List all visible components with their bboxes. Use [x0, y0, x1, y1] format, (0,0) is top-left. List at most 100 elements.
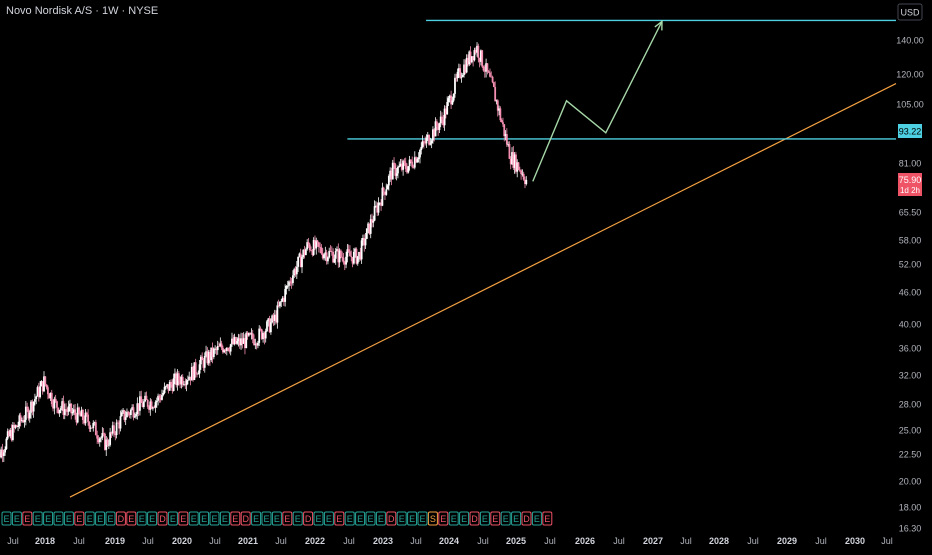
candle-body: [325, 252, 328, 262]
x-axis-tick-label: 2019: [105, 536, 125, 546]
candle-body: [0, 449, 3, 458]
candle-body: [350, 256, 353, 258]
candle-body: [319, 246, 322, 248]
event-marker-box: [188, 511, 199, 526]
x-axis-tick-label: 2022: [305, 536, 325, 546]
y-axis-tick-label: 32.00: [899, 371, 922, 381]
event-marker-label: D: [471, 514, 478, 524]
event-marker-box: [303, 511, 314, 526]
candle-body: [480, 50, 482, 62]
candle-body: [332, 251, 335, 263]
candle-body: [304, 249, 307, 256]
symbol-title[interactable]: Novo Nordisk A/S · 1W · NYSE: [6, 5, 159, 17]
candle-body: [229, 344, 232, 352]
event-marker-label: E: [451, 514, 457, 524]
candle-body: [114, 433, 117, 436]
candle-body: [78, 407, 80, 414]
candle-body: [101, 433, 104, 438]
event-marker-box: [105, 511, 116, 526]
candle-body: [111, 425, 114, 434]
event-marker-box: [43, 511, 54, 526]
event-marker-label: E: [35, 514, 41, 524]
candle-body: [337, 249, 340, 263]
candle-body: [180, 376, 183, 385]
candle-body: [320, 247, 323, 254]
candle-body: [253, 338, 255, 345]
candle-body: [113, 425, 115, 434]
candle-body: [376, 205, 379, 213]
y-axis-tick-label: 22.50: [899, 450, 922, 460]
candle-body: [69, 403, 71, 407]
event-marker-box: [344, 511, 355, 526]
event-marker-label: S: [430, 514, 436, 524]
candle-body: [434, 121, 437, 137]
candle-body: [391, 162, 394, 180]
candle-body: [352, 251, 355, 264]
event-marker-box: [209, 511, 220, 526]
candle-body: [472, 56, 475, 61]
candle-body: [2, 452, 5, 456]
event-marker-box: [53, 511, 64, 526]
candle-body: [276, 305, 279, 323]
candle-body: [513, 154, 516, 168]
candle-body: [65, 409, 67, 411]
candle-body: [24, 406, 27, 420]
event-marker-label: D: [523, 514, 530, 524]
candle-body: [249, 332, 252, 335]
event-marker-box: [22, 511, 33, 526]
y-axis-tick-label: 58.00: [899, 236, 922, 246]
candle-body: [216, 346, 219, 351]
x-axis-tick-label: Jul: [343, 536, 355, 546]
candle-body: [384, 191, 386, 195]
candle-body: [245, 332, 248, 349]
candle-body: [489, 72, 491, 77]
candle-body: [251, 333, 254, 339]
event-marker-box: [438, 511, 449, 526]
event-marker-label: E: [107, 514, 113, 524]
candle-body: [14, 425, 17, 428]
candle-body: [470, 56, 473, 63]
candle-body: [451, 100, 454, 105]
candle-body: [116, 422, 119, 424]
candle-body: [93, 422, 96, 424]
candle-body: [328, 250, 331, 258]
event-marker-label: E: [295, 514, 301, 524]
candle-body: [89, 427, 92, 429]
candle-body: [174, 373, 176, 379]
event-marker-label: E: [170, 514, 176, 524]
candle-body: [194, 362, 197, 374]
candle-body: [398, 165, 401, 167]
candle-body: [324, 252, 327, 255]
x-axis-tick-label: 2023: [373, 536, 393, 546]
candle-body: [5, 438, 8, 449]
candle-body: [91, 427, 93, 429]
candle-body: [124, 417, 127, 420]
event-marker-box: [1, 511, 12, 526]
candle-body: [277, 305, 280, 307]
event-marker-box: [469, 511, 480, 526]
candle-body: [215, 348, 218, 351]
y-axis-tick-label: 20.00: [899, 477, 922, 487]
candle-body: [146, 399, 149, 407]
candle-body: [336, 249, 338, 252]
candle-body: [435, 121, 438, 127]
candle-body: [442, 119, 445, 126]
candle-body: [515, 154, 517, 172]
candle-body: [168, 381, 171, 391]
candle-body: [115, 422, 118, 436]
candle-body: [317, 242, 320, 247]
candle-body: [508, 144, 511, 159]
candle-body: [360, 240, 363, 260]
event-marker-box: [178, 511, 189, 526]
event-marker-label: E: [97, 514, 103, 524]
candle-body: [273, 314, 276, 321]
candle-body: [41, 381, 44, 392]
candle-body: [123, 410, 126, 420]
candle-body: [380, 202, 382, 206]
candle-body: [44, 376, 47, 385]
candle-body: [268, 318, 271, 333]
event-marker-label: D: [159, 514, 166, 524]
candle-body: [464, 64, 467, 73]
